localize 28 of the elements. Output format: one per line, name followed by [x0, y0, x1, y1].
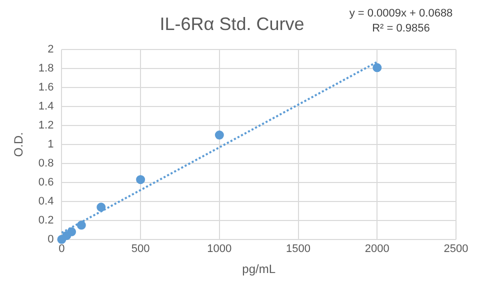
- point: [214, 130, 224, 140]
- y-tick-label: 1.8: [38, 62, 54, 75]
- x-tick-label: 2500: [444, 243, 468, 256]
- y-tick-label: 0.6: [38, 176, 54, 188]
- x-tick-label: 500: [131, 243, 150, 256]
- y-tick-label: 0: [48, 233, 54, 246]
- y-tick-label: 1: [48, 138, 54, 151]
- x-axis-title: pg/mL: [242, 262, 276, 276]
- point: [76, 220, 86, 230]
- y-tick-label: 0.4: [38, 195, 54, 208]
- text: y = 0.0009x + 0.0688: [349, 8, 453, 20]
- x-tick-label: 1000: [207, 243, 232, 256]
- point: [136, 175, 146, 184]
- point: [372, 63, 382, 72]
- x-tick-label: 2000: [364, 243, 390, 256]
- y-tick-label: 0.2: [38, 214, 54, 226]
- y-tick-label: 2: [48, 44, 54, 56]
- point: [96, 202, 106, 212]
- x-tick-label: 0: [58, 243, 65, 256]
- point: [67, 227, 76, 236]
- x-tick-label: 1500: [286, 243, 311, 256]
- text: R² = 0.9856: [372, 22, 430, 35]
- y-tick-label: 1.4: [38, 100, 54, 113]
- y-axis-title: O.D.: [12, 132, 26, 157]
- y-tick-label: 1.6: [38, 82, 54, 94]
- chart-title: IL-6Rα Std. Curve: [160, 14, 304, 34]
- y-tick-label: 0.8: [38, 158, 54, 170]
- y-tick-label: 1.2: [38, 120, 54, 132]
